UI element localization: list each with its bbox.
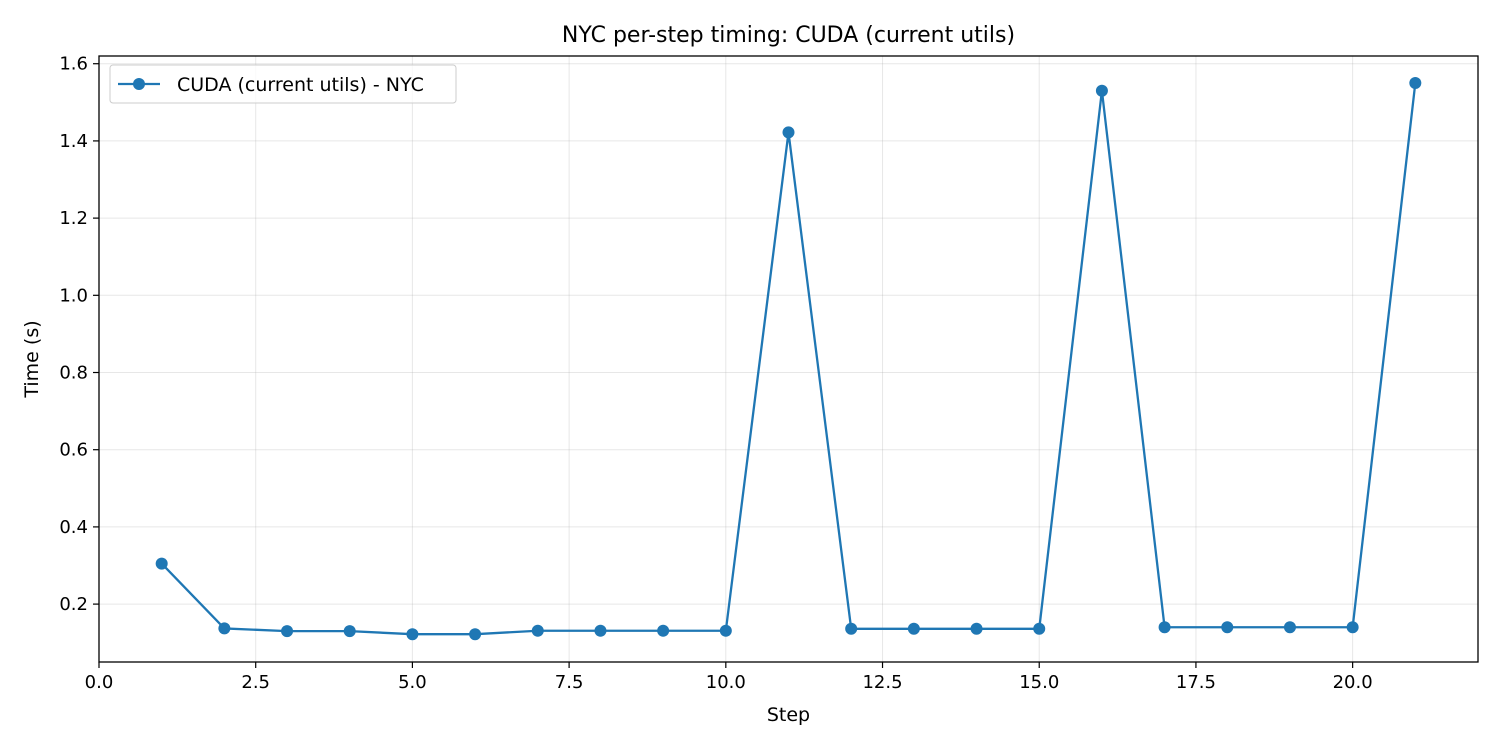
legend-label: CUDA (current utils) - NYC [177, 74, 424, 96]
data-point [406, 628, 419, 641]
x-tick-label: 2.5 [241, 672, 270, 693]
x-tick-label: 5.0 [398, 672, 427, 693]
data-point [343, 625, 356, 638]
y-tick-label: 1.2 [59, 208, 88, 229]
legend: CUDA (current utils) - NYC [109, 64, 457, 104]
x-axis-label: Step [767, 704, 810, 726]
data-point [907, 622, 920, 635]
data-point [281, 625, 294, 638]
data-point [469, 628, 482, 641]
legend-marker-icon [133, 78, 145, 90]
y-tick-label: 1.6 [59, 54, 88, 75]
y-tick-label: 1.0 [59, 285, 88, 306]
data-point [1158, 621, 1171, 634]
plot-frame [98, 55, 1479, 663]
data-point [657, 624, 670, 637]
data-point [594, 624, 607, 637]
y-tick-label: 0.4 [59, 517, 88, 538]
data-point [719, 624, 732, 637]
x-tick-label: 7.5 [555, 672, 584, 693]
plot-background [99, 56, 1478, 662]
y-axis-label: Time (s) [21, 320, 43, 398]
legend-box [109, 64, 457, 104]
series-layer [155, 77, 1422, 641]
chart-title: NYC per-step timing: CUDA (current utils… [562, 23, 1015, 48]
data-point [1221, 621, 1234, 634]
x-tick-label: 20.0 [1333, 672, 1373, 693]
data-point [218, 622, 231, 635]
data-point [155, 557, 168, 570]
data-point [1283, 621, 1296, 634]
y-tick-label: 0.2 [59, 594, 88, 615]
y-tick-label: 0.6 [59, 440, 88, 461]
axis-ticks: 0.0 2.5 5.0 7.5 10.0 12.5 15.0 17.5 20.0 0.2 0.4 0.… [59, 54, 1372, 693]
grid [98, 56, 1478, 662]
data-point [1095, 84, 1108, 97]
x-tick-label: 12.5 [862, 672, 902, 693]
data-point [1346, 621, 1359, 634]
data-point [782, 126, 795, 139]
data-point [845, 622, 858, 635]
data-point [1409, 77, 1422, 90]
data-point [531, 624, 544, 637]
y-tick-label: 1.4 [59, 131, 88, 152]
x-tick-label: 10.0 [706, 672, 746, 693]
y-tick-label: 0.8 [59, 363, 88, 384]
x-tick-label: 15.0 [1019, 672, 1059, 693]
data-point [970, 622, 983, 635]
x-tick-label: 17.5 [1176, 672, 1216, 693]
data-point [1033, 622, 1046, 635]
x-tick-label: 0.0 [85, 672, 114, 693]
